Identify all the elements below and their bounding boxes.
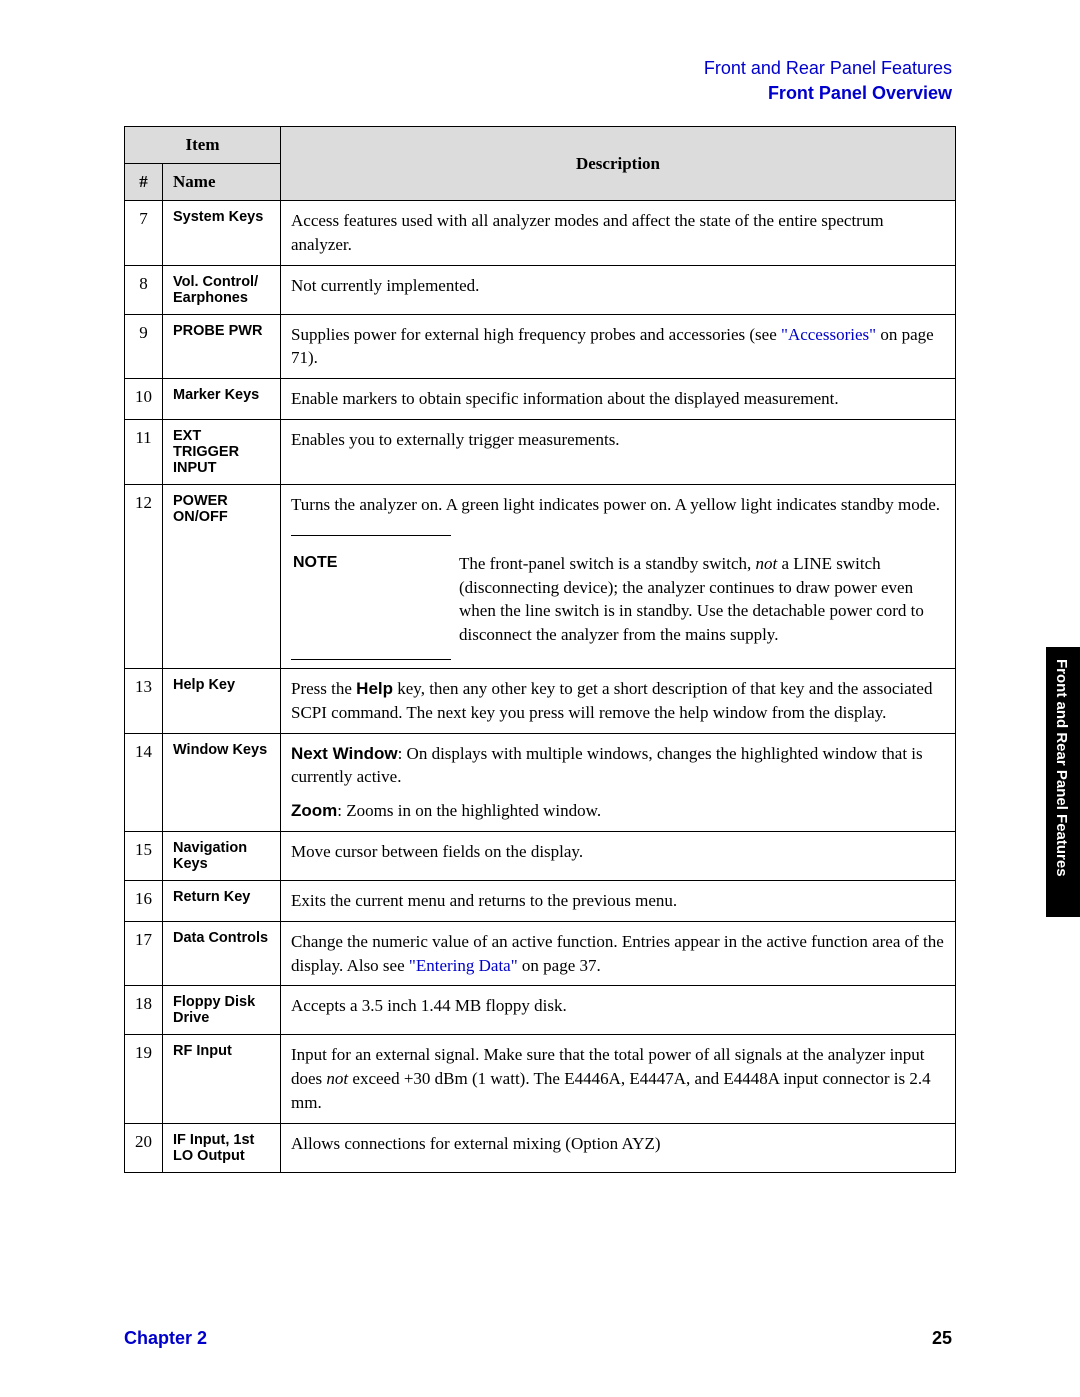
row-num: 7	[125, 201, 163, 266]
row-name: Floppy Disk Drive	[163, 986, 281, 1035]
table-row: 14 Window Keys Next Window: On displays …	[125, 733, 956, 831]
page-header: Front and Rear Panel Features Front Pane…	[704, 58, 952, 104]
row-num: 18	[125, 986, 163, 1035]
row-name: System Keys	[163, 201, 281, 266]
col-num: #	[125, 164, 163, 201]
table-row: 9 PROBE PWR Supplies power for external …	[125, 314, 956, 379]
row-num: 9	[125, 314, 163, 379]
row-num: 11	[125, 419, 163, 484]
row-desc: Press the Help key, then any other key t…	[281, 668, 956, 733]
row-desc: Next Window: On displays with multiple w…	[281, 733, 956, 831]
row-num: 16	[125, 880, 163, 921]
note-rule-bottom	[291, 659, 451, 660]
row-num: 13	[125, 668, 163, 733]
row-desc: Turns the analyzer on. A green light ind…	[281, 484, 956, 668]
row-name: PROBE PWR	[163, 314, 281, 379]
page-footer: Chapter 2 25	[124, 1328, 952, 1349]
row-name: Marker Keys	[163, 379, 281, 420]
note-body: The front-panel switch is a standby swit…	[459, 546, 945, 653]
row-desc: Move cursor between fields on the displa…	[281, 831, 956, 880]
row-desc: Access features used with all analyzer m…	[281, 201, 956, 266]
row-desc: Not currently implemented.	[281, 265, 956, 314]
note-label: NOTE	[291, 546, 459, 574]
row-num: 8	[125, 265, 163, 314]
table-row: 11 EXT TRIGGER INPUT Enables you to exte…	[125, 419, 956, 484]
table-row: 18 Floppy Disk Drive Accepts a 3.5 inch …	[125, 986, 956, 1035]
accessories-link[interactable]: "Accessories"	[781, 325, 876, 344]
row-desc: Accepts a 3.5 inch 1.44 MB floppy disk.	[281, 986, 956, 1035]
row-desc: Supplies power for external high frequen…	[281, 314, 956, 379]
row-desc: Change the numeric value of an active fu…	[281, 921, 956, 986]
footer-page-number: 25	[932, 1328, 952, 1349]
table-row: 15 Navigation Keys Move cursor between f…	[125, 831, 956, 880]
side-tab: Front and Rear Panel Features	[1046, 647, 1080, 917]
col-name: Name	[163, 164, 281, 201]
row-desc: Allows connections for external mixing (…	[281, 1123, 956, 1172]
row-name: Window Keys	[163, 733, 281, 831]
row-name: Navigation Keys	[163, 831, 281, 880]
features-table: Item Description # Name 7 System Keys Ac…	[124, 126, 956, 1173]
row-desc: Enable markers to obtain specific inform…	[281, 379, 956, 420]
table-row: 8 Vol. Control/ Earphones Not currently …	[125, 265, 956, 314]
table-row: 20 IF Input, 1st LO Output Allows connec…	[125, 1123, 956, 1172]
row-num: 15	[125, 831, 163, 880]
col-item: Item	[125, 127, 281, 164]
row-desc: Input for an external signal. Make sure …	[281, 1035, 956, 1123]
note-block: NOTE The front-panel switch is a standby…	[291, 546, 945, 653]
side-tab-label: Front and Rear Panel Features	[1053, 659, 1070, 877]
row-name: Vol. Control/ Earphones	[163, 265, 281, 314]
table-row: 10 Marker Keys Enable markers to obtain …	[125, 379, 956, 420]
note-rule-top	[291, 535, 451, 536]
table-row: 17 Data Controls Change the numeric valu…	[125, 921, 956, 986]
row-name: Return Key	[163, 880, 281, 921]
row-name: EXT TRIGGER INPUT	[163, 419, 281, 484]
header-chapter: Front and Rear Panel Features	[704, 58, 952, 79]
header-section: Front Panel Overview	[704, 83, 952, 104]
row-desc: Exits the current menu and returns to th…	[281, 880, 956, 921]
table-row: 13 Help Key Press the Help key, then any…	[125, 668, 956, 733]
table-row: 16 Return Key Exits the current menu and…	[125, 880, 956, 921]
footer-chapter: Chapter 2	[124, 1328, 207, 1349]
row-num: 12	[125, 484, 163, 668]
row-num: 17	[125, 921, 163, 986]
row-num: 14	[125, 733, 163, 831]
col-description: Description	[281, 127, 956, 201]
row-name: IF Input, 1st LO Output	[163, 1123, 281, 1172]
row-name: POWER ON/OFF	[163, 484, 281, 668]
table-row: 7 System Keys Access features used with …	[125, 201, 956, 266]
row-num: 10	[125, 379, 163, 420]
row-num: 19	[125, 1035, 163, 1123]
row-name: Help Key	[163, 668, 281, 733]
row-desc: Enables you to externally trigger measur…	[281, 419, 956, 484]
features-table-container: Item Description # Name 7 System Keys Ac…	[124, 126, 956, 1173]
entering-data-link[interactable]: "Entering Data"	[409, 956, 518, 975]
table-row: 12 POWER ON/OFF Turns the analyzer on. A…	[125, 484, 956, 668]
table-row: 19 RF Input Input for an external signal…	[125, 1035, 956, 1123]
row-name: Data Controls	[163, 921, 281, 986]
row-num: 20	[125, 1123, 163, 1172]
row-name: RF Input	[163, 1035, 281, 1123]
